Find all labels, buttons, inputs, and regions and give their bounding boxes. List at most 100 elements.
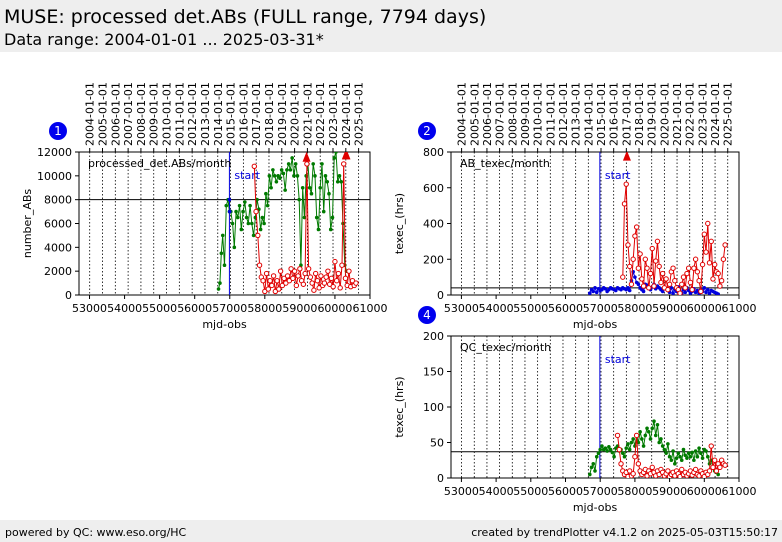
data-point: [642, 256, 649, 262]
data-point: [279, 282, 286, 289]
data-point: [674, 456, 679, 460]
data-point: [699, 451, 703, 455]
data-point: [339, 179, 344, 184]
data-point: [267, 174, 272, 178]
data-point: [672, 278, 678, 284]
data-point: [669, 286, 674, 290]
data-point: [255, 232, 261, 239]
data-point: [297, 197, 301, 202]
data-point: [337, 174, 342, 178]
data-point: [697, 446, 701, 450]
data-point: [630, 471, 636, 477]
data-point: [696, 278, 702, 284]
data-point: [307, 274, 314, 280]
date-tick-label: 2015-01-01: [595, 82, 608, 146]
data-point: [263, 270, 270, 277]
date-tick-label: 2015-01-01: [225, 82, 238, 146]
data-point: [650, 426, 655, 431]
x-tick-label: 53000: [72, 302, 107, 315]
data-point: [269, 282, 275, 289]
date-tick-label: 2018-01-01: [263, 82, 276, 146]
data-point: [681, 447, 686, 452]
start-label: start: [605, 353, 631, 366]
data-point: [705, 454, 710, 459]
data-point: [653, 433, 658, 438]
data-point: [620, 274, 626, 280]
data-point: [713, 468, 720, 474]
data-point: [653, 258, 659, 264]
data-point: [593, 469, 597, 473]
data-point: [717, 464, 723, 471]
data-point: [659, 437, 663, 441]
data-point: [706, 260, 713, 266]
data-point: [627, 288, 632, 293]
y-tick-label: 800: [423, 146, 444, 159]
y-tick-label: 4000: [44, 241, 72, 254]
data-point: [625, 242, 631, 248]
data-point: [684, 270, 690, 277]
x-tick-label: 61000: [722, 485, 757, 498]
data-point: [272, 174, 277, 178]
data-point: [269, 185, 273, 190]
data-point: [612, 454, 616, 459]
data-point: [258, 227, 263, 232]
data-point: [260, 215, 265, 220]
data-point: [219, 251, 224, 256]
data-point: [671, 449, 675, 453]
data-point: [293, 282, 300, 289]
data-point: [218, 281, 222, 285]
data-point: [636, 282, 641, 287]
date-tick-label: 2009-01-01: [148, 82, 161, 146]
data-point: [638, 430, 642, 434]
outlier-arrow: [622, 152, 631, 161]
data-point: [316, 227, 321, 232]
report-header: MUSE: processed det.ABs (FULL range, 779…: [0, 0, 782, 52]
data-point: [633, 432, 640, 439]
data-point: [335, 179, 340, 184]
data-point: [614, 288, 618, 293]
data-point: [288, 266, 294, 272]
data-point: [335, 270, 342, 277]
data-point: [700, 456, 705, 460]
y-tick-label: 0: [437, 289, 444, 302]
data-point: [346, 268, 352, 274]
date-tick-label: 2022-01-01: [314, 82, 327, 146]
date-tick-label: 2008-01-01: [506, 82, 519, 146]
x-tick-label: 59000: [652, 485, 687, 498]
data-point: [250, 221, 254, 226]
data-point: [600, 444, 604, 448]
x-tick-label: 56000: [177, 302, 212, 315]
date-tick-label: 2009-01-01: [519, 82, 532, 146]
data-point: [216, 287, 221, 291]
date-tick-label: 2020-01-01: [658, 82, 671, 146]
x-tick-label: 55000: [142, 302, 177, 315]
panel-label: QC_texec/month: [460, 341, 551, 354]
date-tick-label: 2012-01-01: [186, 82, 199, 146]
y-axis-label: texec_(hrs): [393, 193, 406, 254]
x-tick-label: 61000: [722, 302, 757, 315]
data-point: [227, 209, 232, 214]
data-point: [293, 162, 298, 166]
date-tick-label: 2024-01-01: [709, 82, 722, 146]
data-point: [718, 278, 725, 284]
data-point: [632, 454, 638, 460]
data-point: [632, 233, 638, 239]
data-point: [323, 174, 328, 178]
x-tick-label: 55000: [513, 485, 548, 498]
data-point: [690, 450, 694, 455]
data-point: [330, 215, 335, 220]
x-tick-label: 60000: [687, 302, 722, 315]
x-tick-label: 61000: [353, 302, 388, 315]
date-tick-label: 2005-01-01: [97, 82, 110, 146]
data-point: [332, 258, 338, 265]
date-tick-label: 2020-01-01: [289, 82, 302, 146]
chart-ab-texec: start 0 200 400 600 800 53000 54000 55000 56000 57…: [393, 82, 757, 331]
date-tick-label: 2012-01-01: [557, 82, 570, 146]
date-tick-label: 2024-01-01: [340, 82, 353, 146]
y-axis-label: number_ABs: [21, 189, 34, 259]
data-point: [325, 179, 330, 184]
data-point: [685, 456, 689, 460]
data-point: [330, 283, 336, 290]
data-point: [631, 437, 635, 441]
